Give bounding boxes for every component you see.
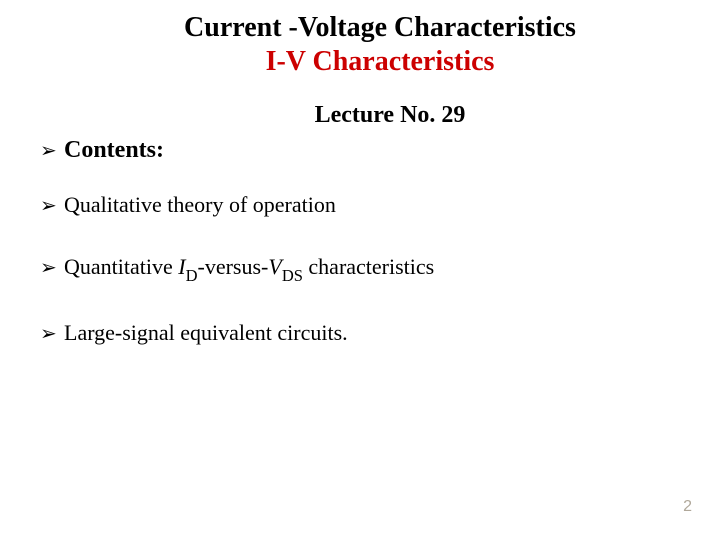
bullet-text-part: -versus-: [198, 254, 269, 279]
arrow-icon: ➢: [40, 321, 58, 346]
list-item: ➢ Qualitative theory of operation: [40, 192, 680, 218]
list-item: ➢ Quantitative ID-versus-VDS characteris…: [40, 254, 680, 284]
arrow-icon: ➢: [40, 193, 58, 218]
bullet-subscript-d: D: [186, 266, 198, 285]
bullet-subscript-ds: DS: [282, 266, 303, 285]
contents-heading-row: ➢Contents:: [40, 137, 680, 164]
contents-label: Contents:: [64, 137, 164, 163]
slide: Current -Voltage Characteristics I-V Cha…: [0, 0, 720, 540]
bullet-text: Large-signal equivalent circuits.: [64, 320, 348, 346]
arrow-icon: ➢: [40, 255, 58, 280]
bullet-symbol-v: V: [268, 254, 281, 279]
title-block: Current -Voltage Characteristics I-V Cha…: [120, 12, 640, 78]
bullet-text: Qualitative theory of operation: [64, 192, 336, 218]
title-line-2: I-V Characteristics: [120, 46, 640, 78]
bullet-text: Quantitative ID-versus-VDS characteristi…: [64, 254, 434, 284]
list-item: ➢ Large-signal equivalent circuits.: [40, 320, 680, 346]
lecture-number: Lecture No. 29: [100, 102, 680, 129]
page-number: 2: [683, 498, 692, 516]
bullet-symbol-i: I: [178, 254, 185, 279]
bullet-text-part: Quantitative: [64, 254, 178, 279]
arrow-icon: ➢: [40, 138, 58, 163]
title-line-1: Current -Voltage Characteristics: [120, 12, 640, 44]
bullet-list: ➢ Qualitative theory of operation ➢ Quan…: [40, 192, 680, 346]
bullet-text-part: characteristics: [303, 254, 434, 279]
